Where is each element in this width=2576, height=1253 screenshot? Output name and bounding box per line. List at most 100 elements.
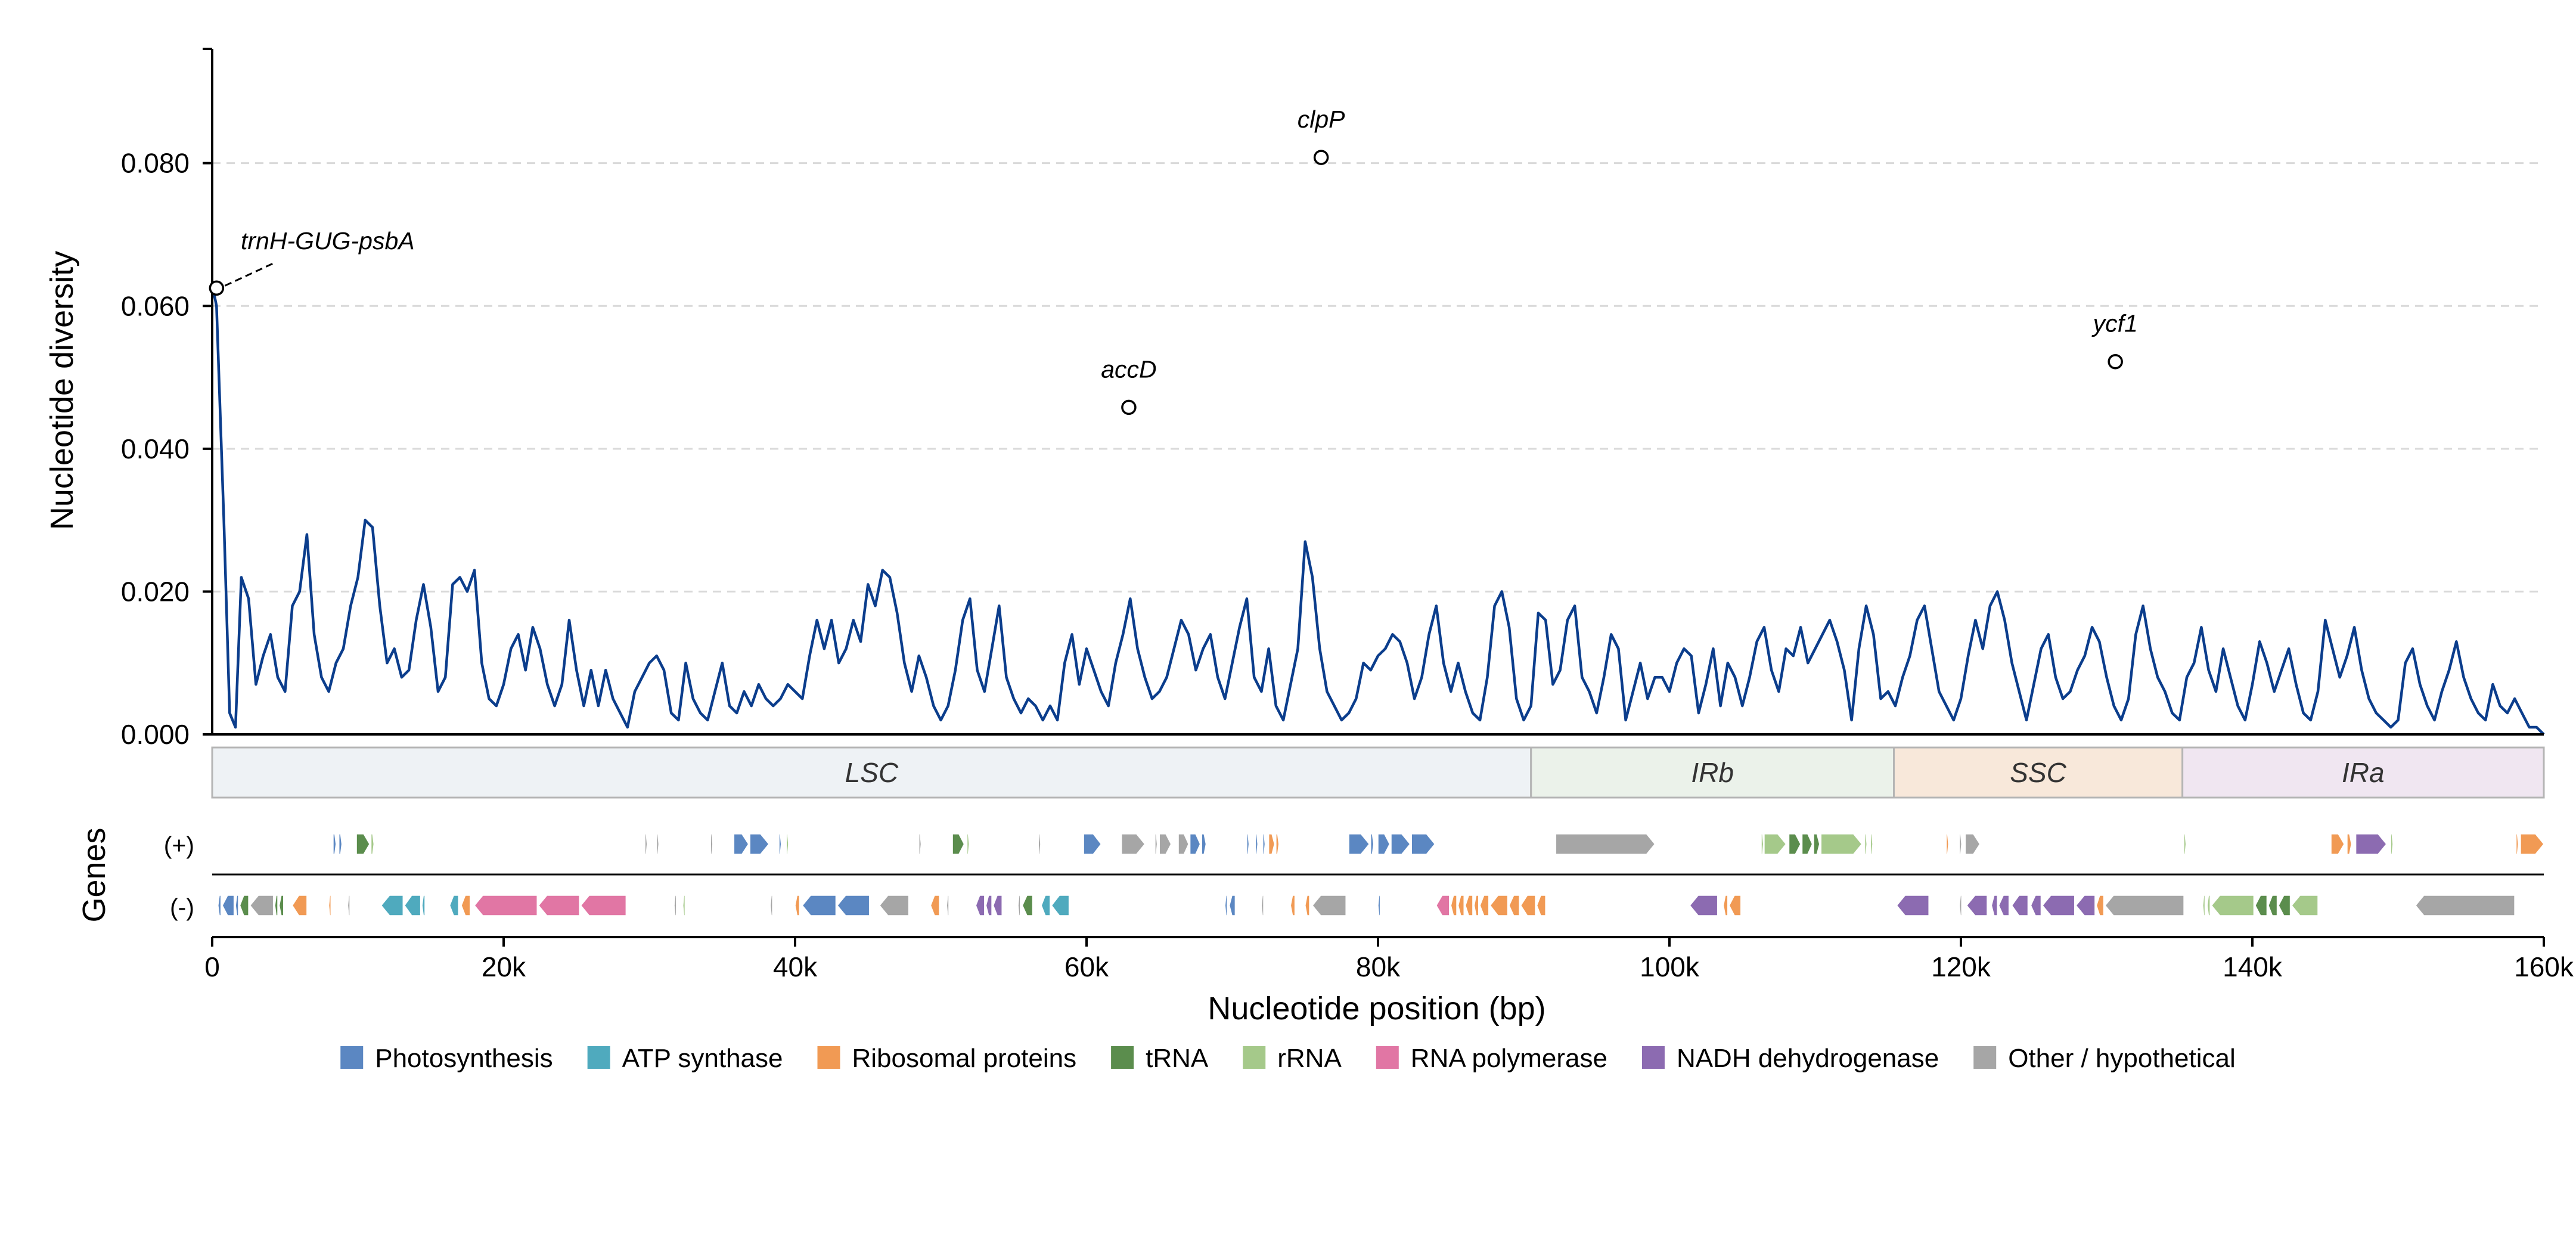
- gene-arrow: [1017, 895, 1021, 916]
- gene-arrow: [1304, 895, 1310, 916]
- gene-arrow: [1154, 833, 1158, 855]
- legend-label: Ribosomal proteins: [852, 1044, 1076, 1073]
- gene-track-title: Genes: [76, 827, 112, 922]
- gene-arrow: [421, 895, 426, 916]
- x-tick-label: 20k: [482, 951, 526, 982]
- gene-arrow: [1261, 895, 1264, 916]
- gene-arrow: [449, 895, 459, 916]
- gene-arrow: [2206, 895, 2211, 916]
- gene-arrow: [2291, 895, 2319, 916]
- gene-arrow: [1959, 895, 1962, 916]
- region-label: LSC: [845, 757, 899, 788]
- gene-arrow: [1377, 833, 1391, 855]
- legend-swatch: [1243, 1046, 1266, 1069]
- gene-arrow: [1411, 833, 1436, 855]
- gene-arrow: [836, 895, 870, 916]
- gene-arrow: [1262, 833, 1266, 855]
- gene-arrow: [291, 895, 308, 916]
- gene-arrow: [946, 895, 949, 916]
- gene-arrow: [538, 895, 580, 916]
- gene-arrow: [2347, 833, 2352, 855]
- gene-arrow: [2390, 833, 2394, 855]
- gene-arrow: [1788, 833, 1801, 855]
- gene-arrow: [2030, 895, 2042, 916]
- gene-arrow: [404, 895, 421, 916]
- gene-arrow: [1224, 895, 1228, 916]
- gene-arrow: [1520, 895, 1536, 916]
- minus-strand-label: (-): [170, 894, 194, 921]
- gene-arrow: [2202, 895, 2206, 916]
- gene-arrow: [338, 833, 343, 855]
- gene-arrow: [1536, 895, 1546, 916]
- y-tick-label: 0.000: [121, 719, 190, 750]
- x-tick-label: 60k: [1064, 951, 1109, 982]
- peak-leader-line: [224, 262, 274, 287]
- legend-swatch: [587, 1046, 610, 1069]
- gene-arrow: [1991, 895, 1998, 916]
- legend-swatch: [1973, 1046, 1997, 1069]
- gene-arrow: [778, 833, 782, 855]
- y-tick-label: 0.080: [121, 148, 190, 179]
- peak-marker: [1121, 399, 1137, 415]
- gene-arrow: [966, 833, 970, 855]
- gene-arrow: [218, 895, 222, 916]
- gene-arrow: [930, 895, 940, 916]
- gene-arrow: [2211, 895, 2255, 916]
- gene-arrow: [1959, 833, 1962, 855]
- gene-arrow: [474, 895, 538, 916]
- gene-arrow: [1998, 895, 2010, 916]
- gene-arrow: [347, 895, 350, 916]
- legend-swatch: [1376, 1046, 1399, 1069]
- gene-track: [212, 833, 2544, 916]
- diversity-line-layer: [210, 284, 2545, 736]
- legend-label: tRNA: [1146, 1044, 1209, 1073]
- gene-arrow: [1479, 895, 1489, 916]
- gene-arrow: [2255, 895, 2268, 916]
- gene-arrow: [1178, 833, 1189, 855]
- gene-arrow: [1312, 895, 1346, 916]
- region-label: IRb: [1691, 757, 1734, 788]
- gene-arrow: [1348, 833, 1370, 855]
- gene-arrow: [1964, 833, 1981, 855]
- x-axis: 0 20k 40k 60k 80k 100k 120k 140k 160k: [204, 936, 2574, 982]
- gene-arrow: [2075, 895, 2096, 916]
- gene-arrow: [1083, 833, 1102, 855]
- gene-arrow: [802, 895, 837, 916]
- gene-arrow: [1159, 833, 1172, 855]
- x-tick-label: 40k: [773, 951, 818, 982]
- gene-arrow: [1813, 833, 1820, 855]
- gene-arrow: [2278, 895, 2291, 916]
- region-segment: [1893, 746, 2184, 799]
- gene-arrow: [1764, 833, 1787, 855]
- y-tick-label: 0.020: [121, 576, 190, 607]
- gene-arrow: [1457, 895, 1464, 916]
- legend-swatch: [1111, 1046, 1134, 1069]
- peak-label: ycf1: [2091, 310, 2138, 337]
- gene-arrow: [370, 833, 375, 855]
- plus-strand-label: (+): [164, 832, 194, 859]
- peak-marker: [2108, 353, 2123, 370]
- gene-arrow: [2041, 895, 2075, 916]
- gene-arrow: [1228, 895, 1236, 916]
- gene-arrow: [274, 895, 278, 916]
- y-axis-title: Nucleotide diversity: [44, 251, 80, 530]
- x-axis-title: Nucleotide position (bp): [1208, 991, 1545, 1026]
- region-segment: [1530, 746, 1895, 799]
- gene-arrow: [1864, 833, 1868, 855]
- gene-arrow: [769, 895, 773, 916]
- gene-arrow: [1728, 895, 1742, 916]
- gene-arrow: [2515, 833, 2519, 855]
- gene-arrow: [1051, 895, 1070, 916]
- x-tick-label: 80k: [1356, 951, 1401, 982]
- gene-arrow: [656, 833, 660, 855]
- gene-arrow: [2011, 895, 2029, 916]
- gene-arrow: [2414, 895, 2515, 916]
- gene-arrow: [1801, 833, 1813, 855]
- gene-arrow: [1246, 833, 1250, 855]
- gene-arrow: [356, 833, 370, 855]
- gridlines: [212, 162, 2544, 593]
- gene-arrow: [1966, 895, 1988, 916]
- gene-arrow: [1377, 895, 1381, 916]
- legend-swatch: [1641, 1046, 1665, 1069]
